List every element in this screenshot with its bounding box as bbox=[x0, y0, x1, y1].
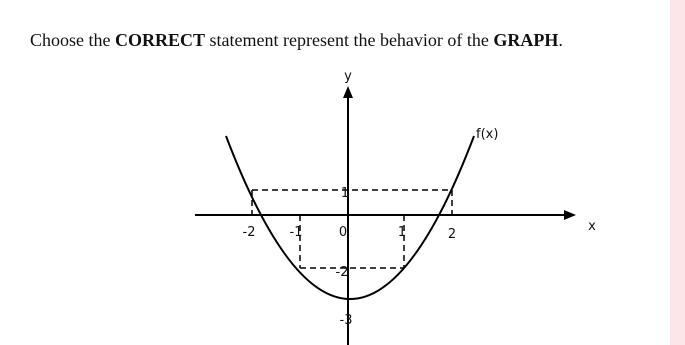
question-emphasis: GRAPH bbox=[493, 30, 559, 50]
x-tick-label: 0 bbox=[339, 225, 347, 240]
x-tick-label: -2 bbox=[243, 225, 256, 240]
y-tick-label: -2 bbox=[336, 265, 349, 280]
graph: y x f(x) -2 -1 0 1 2 1 -2 -3 bbox=[195, 69, 596, 345]
question-emphasis: CORRECT bbox=[115, 30, 206, 50]
y-axis-label: y bbox=[344, 69, 352, 84]
x-tick-label: 2 bbox=[448, 227, 456, 242]
y-tick-label: -3 bbox=[340, 313, 353, 328]
x-tick-label: -1 bbox=[290, 225, 303, 240]
y-arrow bbox=[343, 86, 353, 98]
question-text: statement represent the behavior of the bbox=[205, 30, 494, 50]
side-strip bbox=[670, 0, 685, 345]
x-axis-label: x bbox=[588, 219, 596, 234]
curve-label: f(x) bbox=[476, 127, 498, 142]
x-arrow bbox=[564, 210, 576, 220]
question: Choose the CORRECT statement represent t… bbox=[30, 30, 563, 51]
parabola bbox=[225, 135, 475, 300]
guide-lines bbox=[251, 189, 453, 269]
y-tick-label: 1 bbox=[341, 186, 349, 201]
question-text: Choose the bbox=[30, 30, 115, 50]
x-tick-label: 1 bbox=[398, 225, 406, 240]
question-text: . bbox=[558, 30, 563, 50]
